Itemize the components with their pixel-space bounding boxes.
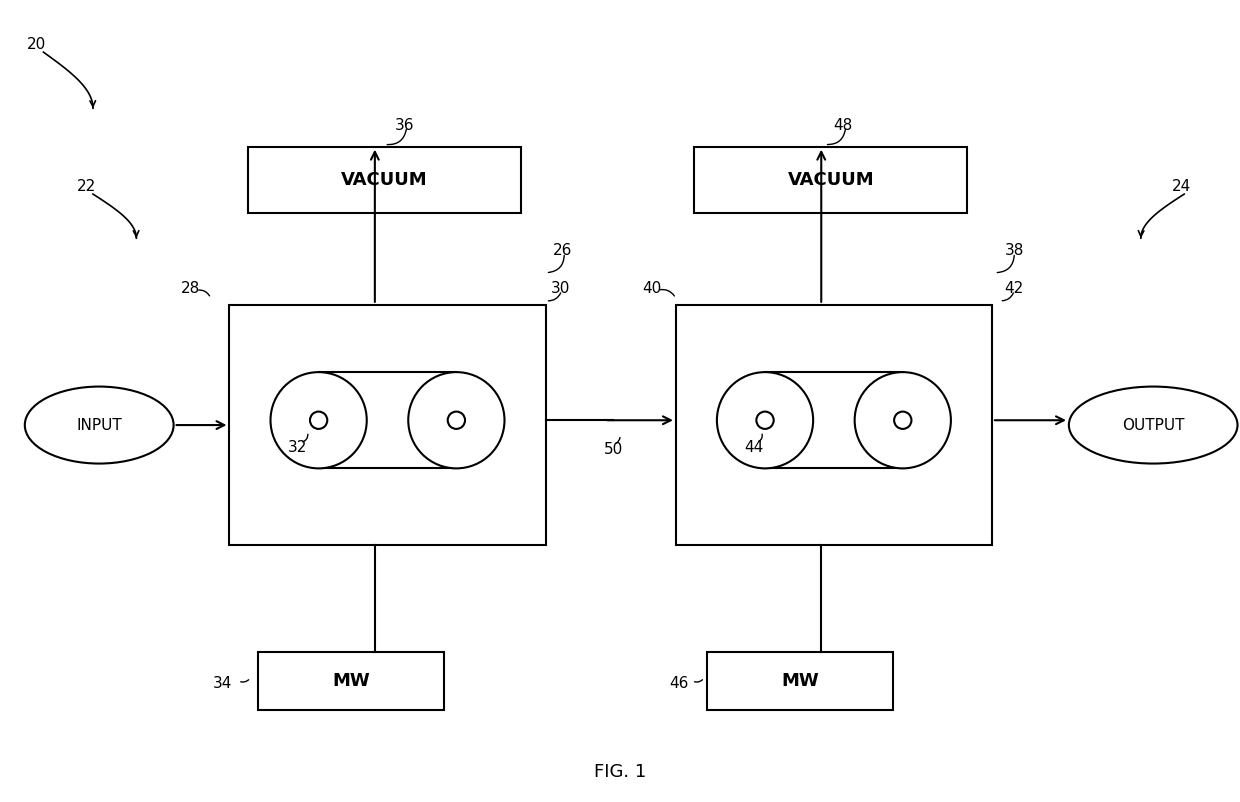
Text: MW: MW xyxy=(332,672,370,690)
Text: 40: 40 xyxy=(642,282,662,296)
Text: FIG. 1: FIG. 1 xyxy=(594,763,646,780)
Bar xyxy=(319,372,456,468)
Text: INPUT: INPUT xyxy=(77,418,122,432)
Bar xyxy=(765,372,903,468)
Text: 28: 28 xyxy=(181,282,201,296)
Text: 22: 22 xyxy=(77,179,97,193)
Text: VACUUM: VACUUM xyxy=(787,171,874,188)
Ellipse shape xyxy=(717,372,813,468)
Text: VACUUM: VACUUM xyxy=(341,171,428,188)
Text: 34: 34 xyxy=(213,676,233,691)
Bar xyxy=(707,652,893,710)
Text: 44: 44 xyxy=(744,440,764,455)
Bar xyxy=(694,147,967,213)
Ellipse shape xyxy=(756,411,774,429)
Ellipse shape xyxy=(448,411,465,429)
Bar xyxy=(248,147,521,213)
Text: 26: 26 xyxy=(553,243,573,257)
Text: 38: 38 xyxy=(1004,243,1024,257)
Ellipse shape xyxy=(310,411,327,429)
Bar xyxy=(676,305,992,545)
Text: 24: 24 xyxy=(1172,179,1192,193)
Ellipse shape xyxy=(270,372,367,468)
Text: 32: 32 xyxy=(288,440,308,455)
Text: 36: 36 xyxy=(394,118,414,132)
Bar xyxy=(229,305,546,545)
Text: 20: 20 xyxy=(27,37,47,51)
Text: MW: MW xyxy=(781,672,818,690)
Bar xyxy=(258,652,444,710)
Text: 42: 42 xyxy=(1004,282,1024,296)
Ellipse shape xyxy=(894,411,911,429)
Text: OUTPUT: OUTPUT xyxy=(1122,418,1184,432)
Ellipse shape xyxy=(854,372,951,468)
Text: 50: 50 xyxy=(604,442,624,456)
Ellipse shape xyxy=(25,387,174,464)
Text: 30: 30 xyxy=(551,282,570,296)
Text: 48: 48 xyxy=(833,118,853,132)
Ellipse shape xyxy=(408,372,505,468)
Ellipse shape xyxy=(1069,387,1238,464)
Text: 46: 46 xyxy=(670,676,689,691)
